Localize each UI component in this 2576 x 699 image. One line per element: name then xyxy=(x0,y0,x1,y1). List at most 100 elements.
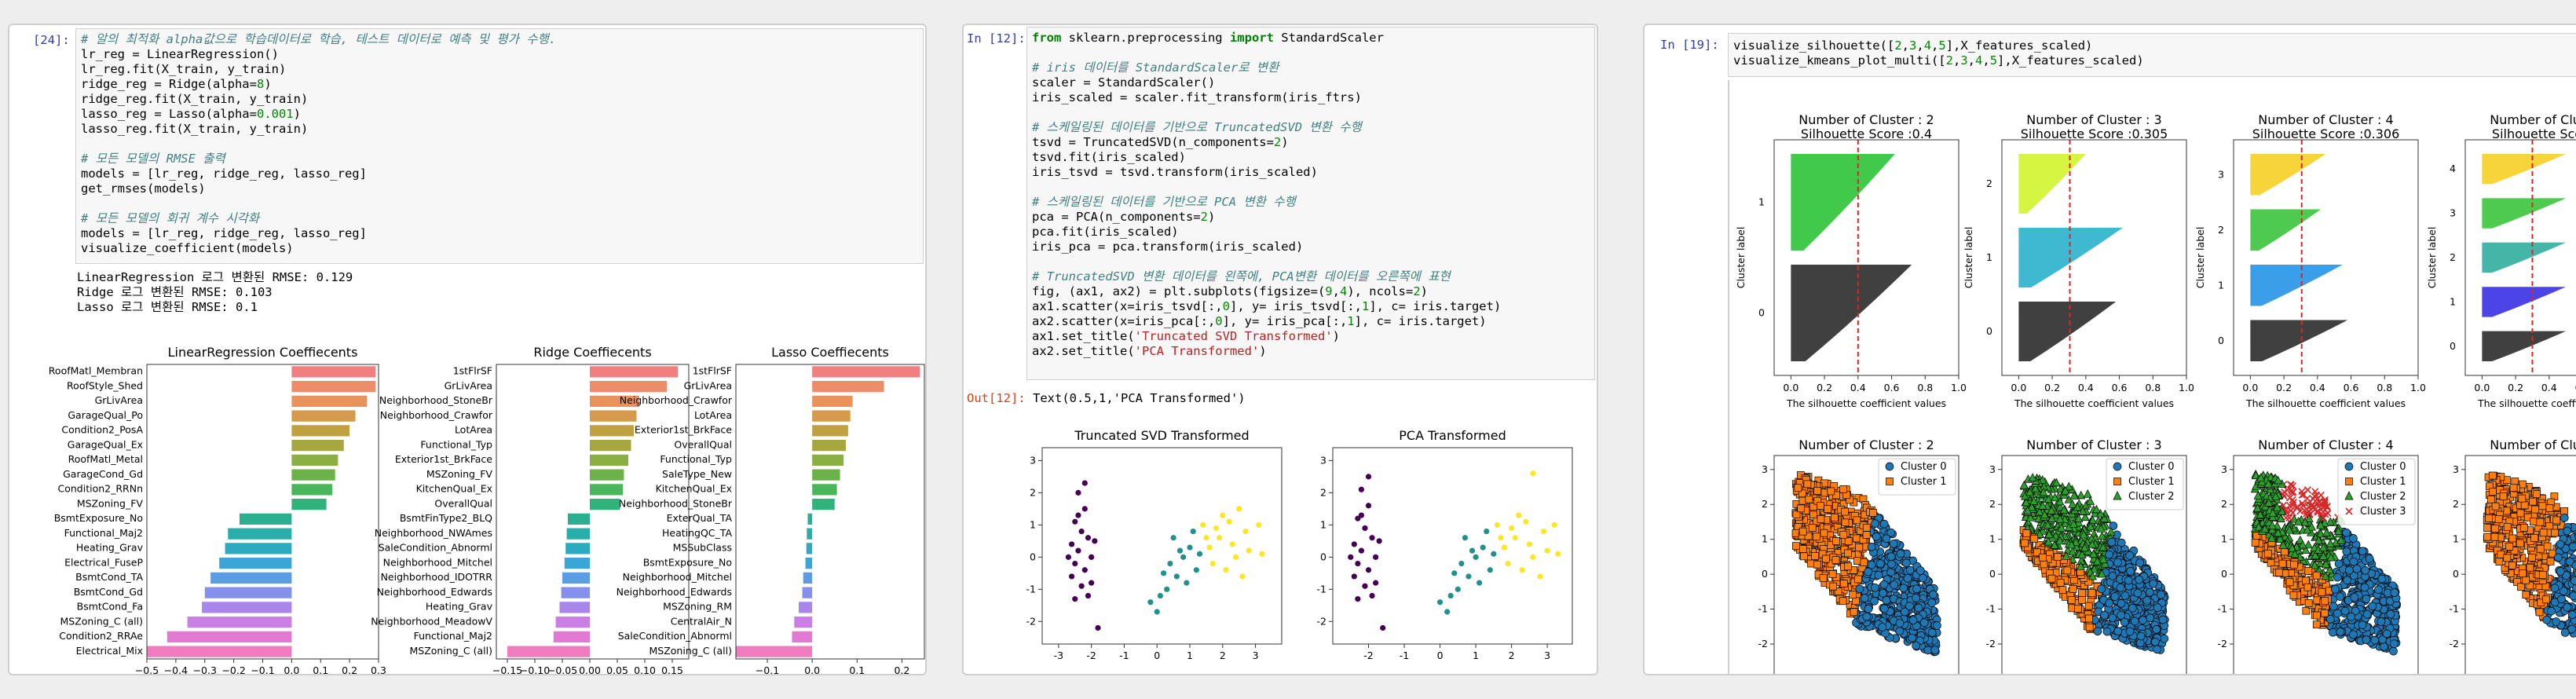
code-token: , xyxy=(1931,38,1939,53)
code-line[interactable]: tsvd = TruncatedSVD(n_components=2) xyxy=(1032,135,1501,150)
kmeans-point xyxy=(2077,490,2086,500)
code-token: ) xyxy=(293,107,301,121)
coef-bar xyxy=(555,617,590,628)
code-line[interactable]: # iris 데이터를 StandardScaler로 변환 xyxy=(1032,60,1501,75)
code-line[interactable]: ax2.set_title('PCA Transformed') xyxy=(1032,344,1501,359)
kmeans-point xyxy=(2069,491,2079,500)
kmeans-point xyxy=(2302,576,2310,585)
kmeans-point xyxy=(2145,587,2154,597)
x-tick-label: 0 xyxy=(1437,650,1444,661)
code-line[interactable]: ridge_reg = Ridge(alpha=8) xyxy=(81,77,556,92)
kmeans-point xyxy=(2538,502,2547,511)
coef-label: GarageQual_Ex xyxy=(68,438,143,450)
kmeans-point xyxy=(2044,494,2053,503)
coef-chart-2: Lasso Coeffiecents 1stFlrSF GrLivArea Neigh… xyxy=(617,345,925,674)
kmeans-point xyxy=(1849,591,1857,599)
kmeans-point xyxy=(2102,627,2112,636)
code-line[interactable]: lasso_reg.fit(X_train, y_train) xyxy=(81,122,556,137)
code-line[interactable]: pca.fit(iris_scaled) xyxy=(1032,225,1501,240)
code-line[interactable]: lr_reg.fit(X_train, y_train) xyxy=(81,62,556,77)
code-line[interactable]: ax1.set_title('Truncated SVD Transformed… xyxy=(1032,329,1501,344)
code-content[interactable]: from sklearn.preprocessing import Standa… xyxy=(1032,31,1501,359)
code-line[interactable] xyxy=(1032,180,1501,195)
code-line[interactable] xyxy=(81,137,556,152)
code-cell[interactable]: # 알의 최적화 alpha값으로 학습데이터로 학습, 테스트 데이터로 예측… xyxy=(75,28,924,264)
code-line[interactable]: ax1.scatter(x=iris_tsvd[:,0], y= iris_ts… xyxy=(1032,299,1501,314)
kmeans-point xyxy=(2025,513,2035,522)
code-line[interactable]: # TruncatedSVD 변환 데이터를 왼쪽에, PCA변환 데이터를 오… xyxy=(1032,269,1501,284)
code-line[interactable]: ridge_reg.fit(X_train, y_train) xyxy=(81,92,556,107)
code-line[interactable]: fig, (ax1, ax2) = plt.subplots(figsize=(… xyxy=(1032,284,1501,299)
kmeans-point xyxy=(2390,588,2399,597)
kmeans-point xyxy=(2552,617,2560,626)
kmeans-point xyxy=(2069,585,2077,593)
iris-point xyxy=(1362,525,1368,532)
kmeans-point xyxy=(1808,524,1817,532)
kmeans-point xyxy=(2361,565,2370,575)
code-line[interactable]: models = [lr_reg, ridge_reg, lasso_reg] xyxy=(81,226,556,241)
code-line[interactable]: iris_scaled = scaler.fit_transform(iris_… xyxy=(1032,90,1501,105)
code-content[interactable]: visualize_silhouette([2,3,4,5],X_feature… xyxy=(1733,38,2144,68)
legend-marker xyxy=(2344,491,2354,500)
kmeans-point xyxy=(2060,518,2070,528)
kmeans-point xyxy=(2390,639,2399,649)
code-line[interactable]: scaler = StandardScaler() xyxy=(1032,75,1501,90)
code-cell[interactable]: visualize_silhouette([2,3,4,5],X_feature… xyxy=(1728,33,2576,77)
iris-point xyxy=(1200,522,1206,528)
kmeans-point xyxy=(2382,629,2391,639)
code-cell[interactable]: from sklearn.preprocessing import Standa… xyxy=(1026,27,1595,380)
code-token: 2 xyxy=(1894,38,1902,53)
code-line[interactable]: visualize_silhouette([2,3,4,5],X_feature… xyxy=(1733,38,2144,53)
code-line[interactable]: ax2.scatter(x=iris_pca[:,0], y= iris_pca… xyxy=(1032,314,1501,329)
code-line[interactable]: get_rmses(models) xyxy=(81,181,556,196)
coef-bar xyxy=(291,454,338,466)
code-line[interactable]: # 스케일링된 데이터를 기반으로 TruncatedSVD 변환 수행 xyxy=(1032,120,1501,135)
kmeans-point xyxy=(2044,536,2053,546)
kmeans-point xyxy=(2272,502,2282,511)
code-token: 4 xyxy=(1975,53,1983,68)
kmeans-point xyxy=(2334,559,2344,569)
kmeans-point xyxy=(2067,595,2076,604)
iris-point xyxy=(1526,541,1532,547)
coef-bar xyxy=(590,499,620,511)
code-line[interactable]: lasso_reg = Lasso(alpha=0.001) xyxy=(81,107,556,122)
code-line[interactable]: pca = PCA(n_components=2) xyxy=(1032,210,1501,225)
code-token: visualize_silhouette([ xyxy=(1733,38,1895,53)
code-token: get_rmses(models) xyxy=(81,181,206,196)
code-line[interactable]: models = [lr_reg, ridge_reg, lasso_reg] xyxy=(81,167,556,181)
code-line[interactable]: iris_tsvd = tsvd.transform(iris_scaled) xyxy=(1032,165,1501,180)
kmeans-point xyxy=(2349,534,2358,543)
y-tick-label: 1 xyxy=(1320,518,1326,530)
code-line[interactable]: visualize_kmeans_plot_multi([2,3,4,5],X_… xyxy=(1733,53,2144,68)
kmeans-point xyxy=(1908,616,1918,625)
code-line[interactable] xyxy=(1032,46,1501,60)
kmeans-point xyxy=(2495,558,2504,565)
code-line[interactable]: iris_pca = pca.transform(iris_scaled) xyxy=(1032,240,1501,254)
code-line[interactable]: from sklearn.preprocessing import Standa… xyxy=(1032,31,1501,46)
kmeans-point xyxy=(2136,631,2146,641)
code-content[interactable]: # 알의 최적화 alpha값으로 학습데이터로 학습, 테스트 데이터로 예측… xyxy=(81,32,556,256)
kmeans-point xyxy=(2069,519,2078,528)
kmeans-point xyxy=(2040,510,2049,519)
coef-label: Functional_Maj2 xyxy=(64,527,143,539)
code-line[interactable]: # 알의 최적화 alpha값으로 학습데이터로 학습, 테스트 데이터로 예측… xyxy=(81,32,556,47)
kmeans-point xyxy=(2076,562,2086,570)
code-line[interactable]: visualize_coefficient(models) xyxy=(81,241,556,256)
code-line[interactable]: # 스케일링된 데이터를 기반으로 PCA 변환 수행 xyxy=(1032,195,1501,210)
coef-label: GrLivArea xyxy=(684,379,732,391)
code-line[interactable]: # 모든 모델의 RMSE 출력 xyxy=(81,152,556,167)
code-line[interactable] xyxy=(1032,105,1501,120)
code-line[interactable]: tsvd.fit(iris_scaled) xyxy=(1032,150,1501,165)
code-line[interactable]: lr_reg = LinearRegression() xyxy=(81,47,556,62)
kmeans-point xyxy=(2267,533,2277,542)
code-line[interactable] xyxy=(81,196,556,211)
kmeans-point xyxy=(1839,597,1847,606)
kmeans-point xyxy=(2108,613,2117,623)
coef-bar xyxy=(807,513,813,525)
kmeans-point xyxy=(2349,557,2358,566)
code-line[interactable]: # 모든 모델의 회귀 계수 시각화 xyxy=(81,211,556,226)
kmeans-point xyxy=(2289,498,2297,507)
kmeans-point xyxy=(2139,616,2147,624)
code-line[interactable] xyxy=(1032,254,1501,269)
kmeans-point xyxy=(1839,580,1848,587)
